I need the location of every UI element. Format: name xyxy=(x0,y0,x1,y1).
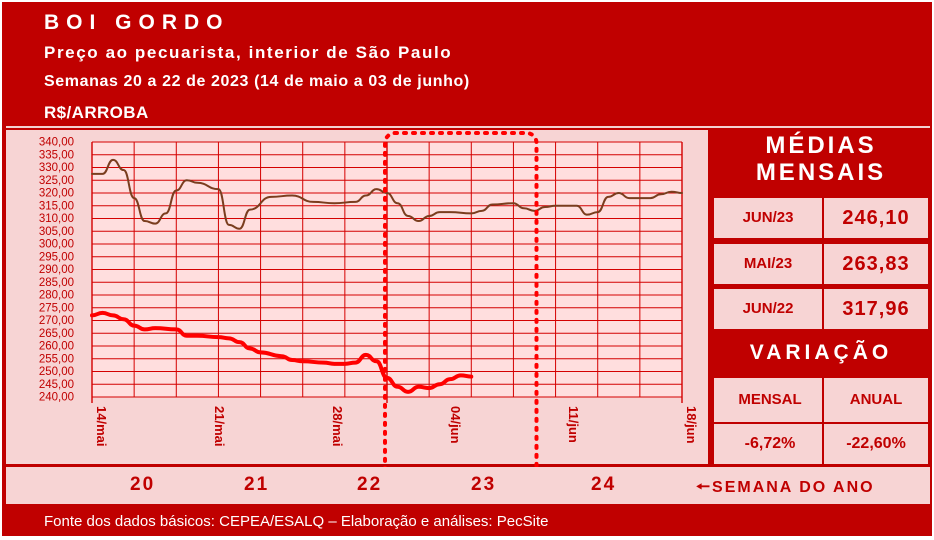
y-tick-label: 270,00 xyxy=(39,315,74,327)
x-tick-label: 18/jun xyxy=(684,406,699,444)
variacao-divider xyxy=(822,378,824,422)
media-row-label: MAI/23 xyxy=(743,255,793,272)
media-row-jun22: JUN/22 317,96 xyxy=(714,289,928,329)
y-tick-label: 265,00 xyxy=(39,328,74,340)
media-row-label: JUN/22 xyxy=(742,300,794,317)
variacao-title: VARIAÇÃO xyxy=(749,341,893,364)
media-row-divider xyxy=(822,289,824,329)
week-number: 21 xyxy=(244,474,270,495)
y-tick-label: 285,00 xyxy=(39,277,74,289)
y-tick-label: 250,00 xyxy=(39,366,74,378)
y-tick-label: 325,00 xyxy=(39,175,74,187)
x-tick-label: 28/mai xyxy=(330,406,345,446)
variacao-value-mensal: -6,72% xyxy=(744,435,796,452)
chart-unit: R$/ARROBA xyxy=(44,103,149,122)
week-band xyxy=(6,467,930,504)
y-tick-label: 330,00 xyxy=(39,162,74,174)
variacao-header-mensal: MENSAL xyxy=(738,391,802,408)
source-footer: Fonte dos dados básicos: CEPEA/ESALQ – E… xyxy=(44,513,549,530)
media-row-jun23: JUN/23 246,10 xyxy=(714,198,928,238)
variacao-divider xyxy=(822,424,824,464)
variacao-value-anual: -22,60% xyxy=(846,435,906,452)
chart-title: BOI GORDO xyxy=(44,11,230,34)
media-row-value: 246,10 xyxy=(842,207,910,229)
media-row-value: 263,83 xyxy=(842,253,910,275)
media-row-label: JUN/23 xyxy=(742,209,794,226)
variacao-headers: MENSAL ANUAL xyxy=(714,378,928,422)
x-tick-label: 21/mai xyxy=(212,406,227,446)
y-tick-label: 315,00 xyxy=(39,200,74,212)
y-tick-label: 255,00 xyxy=(39,353,74,365)
x-tick-label: 14/mai xyxy=(94,406,109,446)
series-line-2023 xyxy=(90,310,474,394)
chart-period: Semanas 20 a 22 de 2023 (14 de maio a 03… xyxy=(44,73,470,90)
y-tick-label: 295,00 xyxy=(39,251,74,263)
y-tick-label: 335,00 xyxy=(39,149,74,161)
week-number: 22 xyxy=(357,474,383,495)
week-number: 23 xyxy=(471,474,497,495)
y-tick-label: 305,00 xyxy=(39,226,74,238)
series-line-2022 xyxy=(91,158,683,230)
y-tick-label: 260,00 xyxy=(39,341,74,353)
chart-subtitle: Preço ao pecuarista, interior de São Pau… xyxy=(44,43,453,62)
y-tick-label: 320,00 xyxy=(39,188,74,200)
media-row-mai23: MAI/23 263,83 xyxy=(714,244,928,284)
media-row-divider xyxy=(822,244,824,284)
semana-do-ano-text: SEMANA DO ANO xyxy=(712,479,875,496)
medias-mensais-title: MÉDIAS MENSAIS xyxy=(755,132,887,186)
y-tick-label: 240,00 xyxy=(39,392,74,404)
x-tick-label: 04/jun xyxy=(448,406,463,444)
media-row-divider xyxy=(822,198,824,238)
variacao-values: -6,72% -22,60% xyxy=(714,424,928,464)
y-tick-label: 245,00 xyxy=(39,379,74,391)
y-tick-label: 280,00 xyxy=(39,290,74,302)
media-row-value: 317,96 xyxy=(842,298,910,320)
variacao-header-anual: ANUAL xyxy=(849,391,903,408)
week-number: 24 xyxy=(591,474,617,495)
y-tick-label: 300,00 xyxy=(39,239,74,251)
left-arrow-icon: 🠔 xyxy=(696,479,713,496)
x-tick-label: 11/jun xyxy=(566,406,581,443)
semana-do-ano-label: 🠔SEMANA DO ANO xyxy=(696,476,875,503)
header-divider xyxy=(6,126,930,128)
y-tick-label: 275,00 xyxy=(39,302,74,314)
y-tick-label: 340,00 xyxy=(39,137,74,149)
y-tick-label: 310,00 xyxy=(39,213,74,225)
y-tick-label: 290,00 xyxy=(39,264,74,276)
week-number: 20 xyxy=(130,474,156,495)
